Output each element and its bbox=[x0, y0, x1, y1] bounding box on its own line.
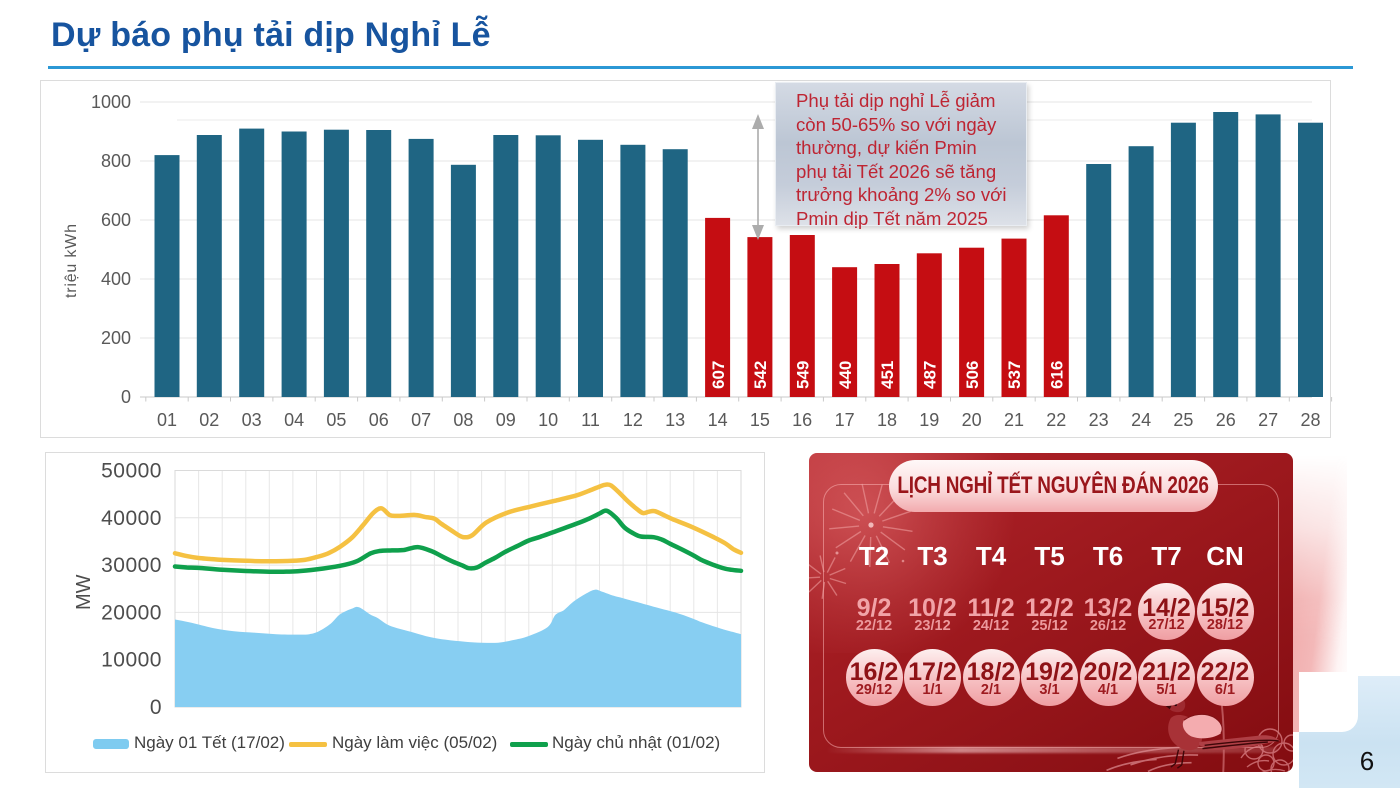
svg-text:50000: 50000 bbox=[101, 460, 162, 483]
svg-text:20: 20 bbox=[962, 410, 982, 430]
svg-text:607: 607 bbox=[709, 361, 728, 389]
svg-text:triệu kWh: triệu kWh bbox=[63, 223, 80, 298]
svg-text:15: 15 bbox=[750, 410, 770, 430]
svg-text:21: 21 bbox=[1004, 410, 1024, 430]
svg-text:487: 487 bbox=[921, 361, 940, 389]
svg-text:27: 27 bbox=[1258, 410, 1278, 430]
svg-text:10: 10 bbox=[538, 410, 558, 430]
svg-text:MW: MW bbox=[73, 574, 95, 610]
svg-text:542: 542 bbox=[751, 361, 770, 389]
svg-text:12: 12 bbox=[623, 410, 643, 430]
svg-text:600: 600 bbox=[101, 210, 131, 230]
svg-text:03: 03 bbox=[242, 410, 262, 430]
svg-text:01: 01 bbox=[157, 410, 177, 430]
svg-text:18: 18 bbox=[877, 410, 897, 430]
svg-text:16: 16 bbox=[792, 410, 812, 430]
svg-text:549: 549 bbox=[794, 361, 813, 389]
svg-text:451: 451 bbox=[878, 361, 897, 389]
svg-text:08: 08 bbox=[453, 410, 473, 430]
svg-text:26: 26 bbox=[1216, 410, 1236, 430]
svg-text:200: 200 bbox=[101, 328, 131, 348]
svg-text:10000: 10000 bbox=[101, 649, 162, 672]
svg-text:25: 25 bbox=[1173, 410, 1193, 430]
svg-text:1000: 1000 bbox=[91, 92, 131, 112]
svg-text:19: 19 bbox=[919, 410, 939, 430]
svg-text:13: 13 bbox=[665, 410, 685, 430]
svg-text:11: 11 bbox=[581, 410, 600, 430]
svg-text:23: 23 bbox=[1089, 410, 1109, 430]
svg-text:06: 06 bbox=[369, 410, 389, 430]
svg-text:40000: 40000 bbox=[101, 507, 162, 530]
svg-text:07: 07 bbox=[411, 410, 431, 430]
svg-text:506: 506 bbox=[963, 361, 982, 389]
svg-text:22: 22 bbox=[1046, 410, 1066, 430]
svg-text:400: 400 bbox=[101, 269, 131, 289]
svg-text:17: 17 bbox=[835, 410, 855, 430]
svg-text:09: 09 bbox=[496, 410, 516, 430]
svg-text:440: 440 bbox=[836, 361, 855, 389]
svg-text:04: 04 bbox=[284, 410, 304, 430]
svg-text:30000: 30000 bbox=[101, 554, 162, 577]
svg-text:537: 537 bbox=[1005, 361, 1024, 389]
svg-text:616: 616 bbox=[1048, 361, 1067, 389]
svg-text:24: 24 bbox=[1131, 410, 1151, 430]
svg-text:20000: 20000 bbox=[101, 601, 162, 624]
svg-text:14: 14 bbox=[708, 410, 728, 430]
svg-text:05: 05 bbox=[326, 410, 346, 430]
svg-text:02: 02 bbox=[199, 410, 219, 430]
svg-text:0: 0 bbox=[150, 696, 162, 719]
svg-text:800: 800 bbox=[101, 151, 131, 171]
svg-text:28: 28 bbox=[1300, 410, 1320, 430]
svg-text:0: 0 bbox=[121, 387, 131, 407]
